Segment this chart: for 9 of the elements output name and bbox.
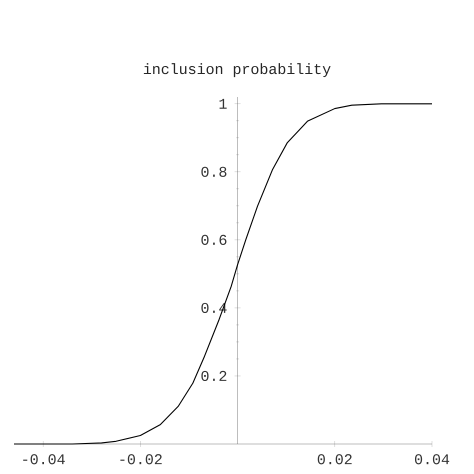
- y-tick-label: 1: [220, 98, 227, 109]
- chart-title: inclusion probability: [144, 63, 331, 78]
- y-tick-label: 0.6: [201, 234, 226, 245]
- x-tick-label: -0.02: [120, 454, 162, 464]
- y-tick-label: 0.2: [201, 370, 226, 382]
- y-tick-label: 0.8: [201, 166, 226, 177]
- x-tick-label: 0.04: [414, 454, 450, 464]
- x-tick-label: -0.04: [23, 454, 65, 464]
- x-tick-label: 0.02: [318, 454, 352, 464]
